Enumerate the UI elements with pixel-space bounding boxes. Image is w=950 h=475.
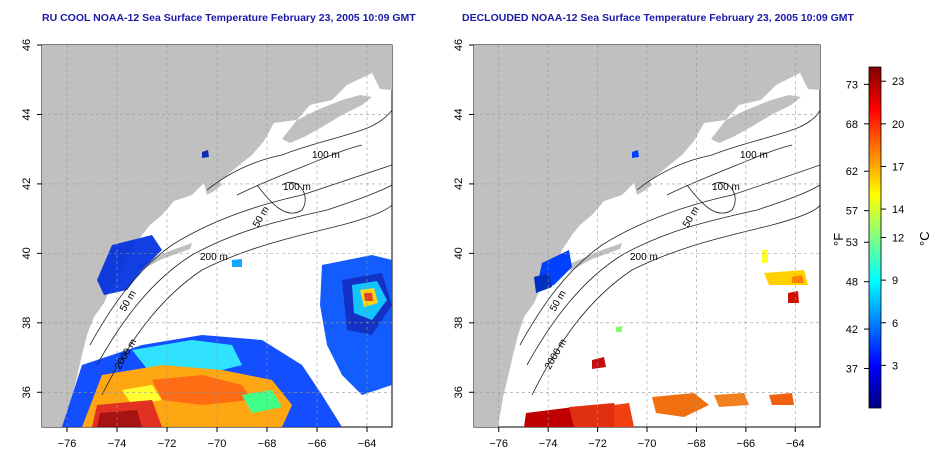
right-map-grid — [474, 45, 820, 427]
lat-tick-label: 38 — [453, 317, 465, 329]
lon-tick-label: −76 — [489, 438, 508, 450]
depth-label-100m-b: 100 m — [712, 182, 740, 193]
lon-tick-label: −70 — [208, 438, 227, 450]
lat-tick-label: 38 — [21, 317, 33, 329]
temperature-colorbar: 73 68 62 57 53 48 42 37 23 20 17 14 12 9 6 3 °F °C — [831, 66, 932, 409]
fahrenheit-tick-label: 53 — [846, 237, 858, 249]
lat-tick-label: 40 — [453, 247, 465, 259]
fahrenheit-ticks: 73 68 62 57 53 48 42 37 — [846, 79, 869, 376]
lat-tick-label: 46 — [21, 39, 33, 51]
fahrenheit-tick-label: 57 — [846, 206, 858, 218]
celsius-tick-label: 9 — [892, 275, 898, 287]
right-map-ticks: −76 −74 −72 −70 −68 −66 −64 36 38 40 42 44 46 — [453, 39, 805, 450]
lon-tick-label: −66 — [308, 438, 327, 450]
left-map-ticks: −76 −74 −72 −70 −68 −66 −64 36 38 40 42 44 46 — [21, 39, 376, 450]
lon-tick-label: −72 — [158, 438, 177, 450]
depth-label-100m-a: 100 m — [740, 150, 768, 161]
celsius-tick-label: 20 — [892, 119, 904, 131]
long-island — [567, 243, 622, 271]
depth-contours-left — [89, 109, 392, 396]
lat-tick-label: 46 — [453, 39, 465, 51]
lat-tick-label: 42 — [21, 178, 33, 190]
celsius-ticks: 23 20 17 14 12 9 6 3 — [881, 76, 904, 372]
land-mass — [42, 45, 392, 427]
lat-tick-label: 36 — [21, 386, 33, 398]
lon-tick-label: −70 — [638, 438, 657, 450]
lat-tick-label: 42 — [453, 178, 465, 190]
depth-label-200m: 200 m — [630, 252, 658, 263]
sst-data-left — [62, 150, 392, 427]
lon-tick-label: −66 — [737, 438, 756, 450]
celsius-tick-label: 14 — [892, 204, 904, 216]
lon-tick-label: −74 — [108, 438, 127, 450]
lat-tick-label: 44 — [453, 108, 465, 120]
celsius-tick-label: 12 — [892, 233, 904, 245]
lat-tick-label: 36 — [453, 386, 465, 398]
newfoundland — [800, 65, 820, 90]
fahrenheit-unit-label: °F — [831, 233, 846, 246]
cape-cod — [634, 177, 652, 195]
lon-tick-label: −68 — [687, 438, 706, 450]
lon-tick-label: −64 — [358, 438, 377, 450]
celsius-tick-label: 6 — [892, 318, 898, 330]
depth-label-200m: 200 m — [200, 252, 228, 263]
nova-scotia — [282, 95, 372, 143]
celsius-tick-label: 17 — [892, 161, 904, 173]
left-map-title: RU COOL NOAA-12 Sea Surface Temperature … — [42, 12, 416, 24]
lat-tick-label: 44 — [21, 108, 33, 120]
celsius-tick-label: 23 — [892, 76, 904, 88]
lat-tick-label: 40 — [21, 247, 33, 259]
celsius-unit-label: °C — [917, 231, 932, 246]
lon-tick-label: −76 — [58, 438, 77, 450]
depth-label-100m-a: 100 m — [312, 150, 340, 161]
colorbar-gradient — [868, 66, 882, 409]
fahrenheit-tick-label: 62 — [846, 166, 858, 178]
nova-scotia — [711, 95, 801, 143]
long-island — [137, 243, 192, 271]
lon-tick-label: −72 — [588, 438, 607, 450]
right-map-title: DECLOUDED NOAA-12 Sea Surface Temperatur… — [462, 12, 854, 24]
lon-tick-label: −68 — [258, 438, 277, 450]
depth-label-100m-b: 100 m — [283, 182, 311, 193]
lon-tick-label: −64 — [786, 438, 805, 450]
fahrenheit-tick-label: 37 — [846, 364, 858, 376]
depth-contours-right — [519, 109, 820, 396]
fahrenheit-tick-label: 73 — [846, 79, 858, 91]
newfoundland — [372, 65, 392, 90]
cape-cod — [204, 177, 222, 195]
celsius-tick-label: 3 — [892, 360, 898, 372]
fahrenheit-tick-label: 48 — [846, 277, 858, 289]
sst-data-right — [524, 150, 808, 427]
left-map-grid — [42, 45, 392, 427]
land-mass — [474, 45, 820, 427]
fahrenheit-tick-label: 42 — [846, 324, 858, 336]
lon-tick-label: −74 — [539, 438, 558, 450]
fahrenheit-tick-label: 68 — [846, 119, 858, 131]
